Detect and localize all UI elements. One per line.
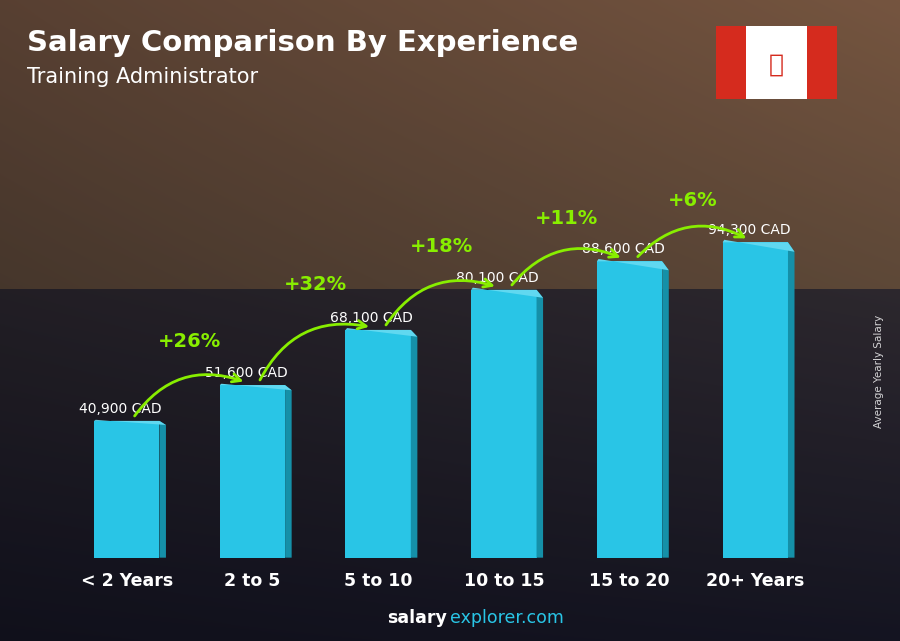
Polygon shape xyxy=(159,421,166,558)
Bar xyxy=(806,26,837,99)
Bar xyxy=(723,242,788,558)
Polygon shape xyxy=(472,288,543,298)
Bar xyxy=(94,421,159,558)
FancyBboxPatch shape xyxy=(713,24,840,101)
Text: Average Yearly Salary: Average Yearly Salary xyxy=(874,315,885,428)
Text: +6%: +6% xyxy=(668,191,717,210)
Polygon shape xyxy=(285,385,292,558)
Bar xyxy=(716,26,746,99)
Bar xyxy=(346,330,410,558)
Polygon shape xyxy=(662,262,669,558)
Text: 80,100 CAD: 80,100 CAD xyxy=(456,271,539,285)
Polygon shape xyxy=(788,242,795,558)
Text: Training Administrator: Training Administrator xyxy=(27,67,258,87)
Polygon shape xyxy=(94,420,166,425)
Text: Salary Comparison By Experience: Salary Comparison By Experience xyxy=(27,29,578,57)
Polygon shape xyxy=(346,328,418,337)
Text: 40,900 CAD: 40,900 CAD xyxy=(79,402,162,416)
Bar xyxy=(472,290,536,558)
Text: +32%: +32% xyxy=(284,275,346,294)
Text: 88,600 CAD: 88,600 CAD xyxy=(581,242,665,256)
Text: 51,600 CAD: 51,600 CAD xyxy=(205,366,287,380)
Bar xyxy=(220,385,285,558)
Polygon shape xyxy=(410,330,418,558)
Polygon shape xyxy=(220,384,292,390)
Polygon shape xyxy=(536,290,543,558)
Bar xyxy=(597,262,662,558)
Text: +11%: +11% xyxy=(536,210,598,228)
Text: salary: salary xyxy=(387,609,447,627)
Text: 94,300 CAD: 94,300 CAD xyxy=(707,223,790,237)
Polygon shape xyxy=(723,240,795,252)
Text: +26%: +26% xyxy=(158,333,221,351)
Text: 68,100 CAD: 68,100 CAD xyxy=(330,311,413,325)
Text: +18%: +18% xyxy=(410,237,472,256)
Text: explorer.com: explorer.com xyxy=(450,609,564,627)
Polygon shape xyxy=(597,259,669,271)
Text: 🍁: 🍁 xyxy=(769,53,784,76)
